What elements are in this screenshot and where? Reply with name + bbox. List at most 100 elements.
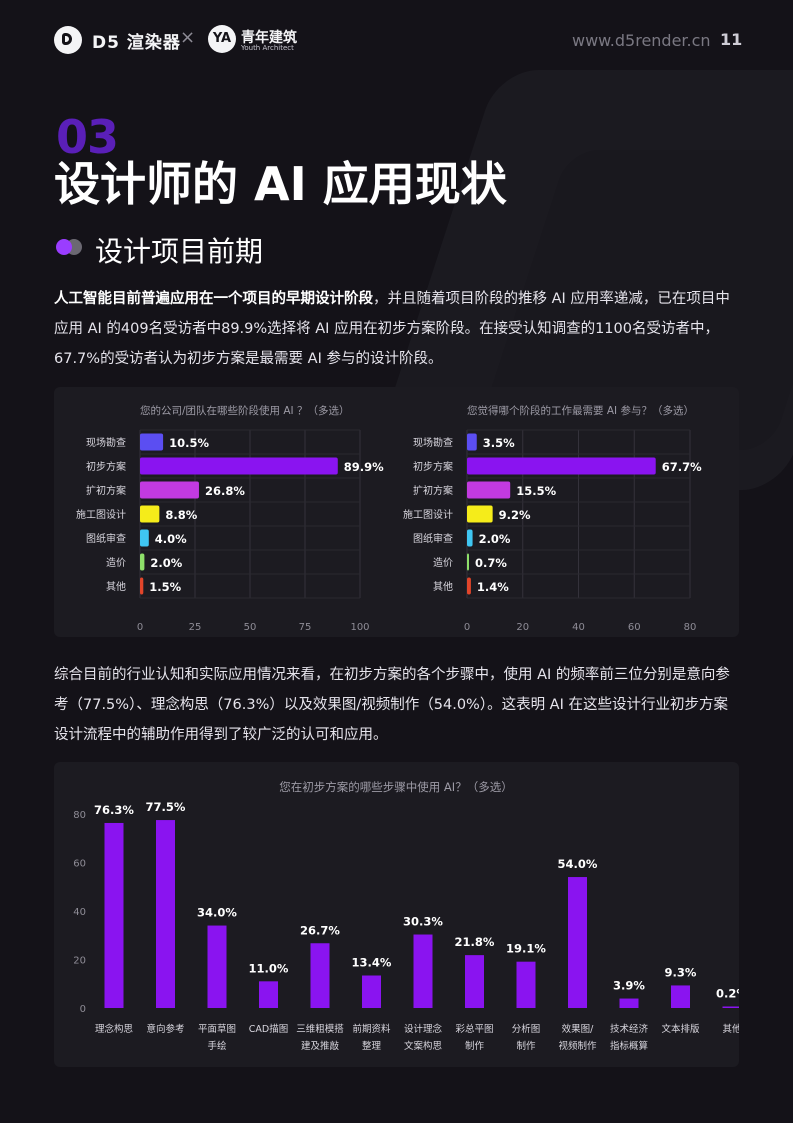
usage-value-label: 8.8% <box>165 508 197 522</box>
usage-chart-title: 您的公司/团队在哪些阶段使用 AI ？（多选） <box>140 404 350 417</box>
usage-category-label: 造价 <box>106 556 126 569</box>
section-bullet-icon <box>56 239 82 255</box>
steps-value-label: 11.0% <box>249 961 289 975</box>
steps-category-label: 三维粗模搭 <box>296 1023 344 1035</box>
need-category-label: 初步方案 <box>413 460 453 473</box>
need-category-label: 扩初方案 <box>413 484 453 497</box>
steps-category-label: 建及推敲 <box>301 1040 340 1052</box>
steps-tick-label: 20 <box>73 956 86 967</box>
usage-bar <box>140 553 145 571</box>
steps-value-label: 9.3% <box>665 965 697 979</box>
intro-text: ，并且随着项目阶段的推移 AI 应用率递减，已在项目中应用 AI 的409名受访… <box>54 291 730 367</box>
need-category-label: 其他 <box>433 580 453 593</box>
usage-tick-label: 0 <box>137 622 143 633</box>
need-bar <box>467 529 473 547</box>
brand-name: D5 渲染器 <box>92 33 181 53</box>
usage-category-label: 施工图设计 <box>76 508 126 521</box>
steps-category-label: 指标概算 <box>610 1040 648 1052</box>
steps-chart-panel: 您在初步方案的哪些步骤中使用 AI？（多选） 0 20 40 60 80 76.3% 理念构思… <box>54 762 748 1067</box>
need-category-label: 现场勘查 <box>413 436 453 449</box>
need-tick-label: 80 <box>684 622 697 633</box>
website-url[interactable]: www.d5render.cn <box>572 31 711 50</box>
steps-category-label: CAD描图 <box>249 1023 288 1035</box>
need-value-label: 9.2% <box>499 508 531 522</box>
stage-charts-panel: 您的公司/团队在哪些阶段使用 AI ？（多选） 0 25 50 75 100 现场勘查 10.… <box>54 387 739 637</box>
usage-bar <box>140 457 338 475</box>
steps-category-label: 文案构思 <box>404 1040 443 1052</box>
steps-bar <box>104 822 124 1008</box>
steps-category-label: 其他 <box>722 1023 739 1035</box>
steps-category-label: 技术经济 <box>610 1023 649 1035</box>
youth-architect-logo-icon: YA <box>208 25 236 53</box>
need-bar <box>467 553 469 571</box>
steps-category-label: 整理 <box>362 1040 382 1052</box>
usage-value-label: 89.9% <box>344 460 384 474</box>
steps-bar <box>413 934 433 1008</box>
steps-category-label: 彩总平图 <box>455 1023 493 1035</box>
times-separator: × <box>180 27 196 48</box>
usage-category-label: 初步方案 <box>86 460 126 473</box>
partner-subtitle: Youth Architect <box>241 44 294 52</box>
steps-value-label: 3.9% <box>613 979 645 993</box>
steps-bar <box>259 981 278 1008</box>
need-category-label: 图纸审查 <box>413 532 453 545</box>
steps-category-label: 意向参考 <box>146 1023 184 1035</box>
need-tick-label: 20 <box>516 622 529 633</box>
steps-category-label: 手绘 <box>207 1040 227 1052</box>
need-bar <box>467 481 511 499</box>
steps-tick-label: 80 <box>73 810 86 821</box>
usage-bar <box>140 529 149 547</box>
steps-value-label: 0.2% <box>716 987 739 1001</box>
need-bar <box>467 505 493 523</box>
usage-tick-label: 50 <box>244 622 257 633</box>
steps-tick-label: 40 <box>73 907 86 918</box>
usage-bar <box>140 505 160 523</box>
need-bar <box>467 433 477 451</box>
steps-value-label: 54.0% <box>558 857 598 871</box>
steps-bar <box>156 820 175 1008</box>
steps-value-label: 76.3% <box>94 803 134 817</box>
need-tick-label: 40 <box>572 622 585 633</box>
partner-name: 青年建筑 <box>241 30 297 46</box>
steps-category-label: 制作 <box>465 1040 485 1052</box>
need-category-label: 施工图设计 <box>403 508 453 521</box>
need-bar <box>467 457 656 475</box>
steps-bar <box>310 943 330 1008</box>
intro-paragraph: 人工智能目前普遍应用在一个项目的早期设计阶段，并且随着项目阶段的推移 AI 应用… <box>54 284 740 374</box>
usage-value-label: 26.8% <box>205 484 245 498</box>
steps-bar <box>568 877 587 1008</box>
usage-value-label: 1.5% <box>149 580 181 594</box>
steps-bar <box>207 925 227 1008</box>
steps-chart-svg: 您在初步方案的哪些步骤中使用 AI？（多选） 0 20 40 60 80 76.3% 理念构思… <box>73 780 748 1052</box>
steps-category-label: 文本排版 <box>661 1023 700 1035</box>
steps-bar <box>619 998 639 1008</box>
steps-category-label: 制作 <box>516 1040 536 1052</box>
steps-bar <box>465 955 484 1008</box>
steps-value-label: 26.7% <box>300 923 340 937</box>
usage-value-label: 2.0% <box>150 556 182 570</box>
need-value-label: 1.4% <box>477 580 509 594</box>
d5-logo-icon <box>54 26 82 54</box>
need-value-label: 2.0% <box>479 532 511 546</box>
usage-tick-label: 100 <box>350 622 369 633</box>
need-chart-title: 您觉得哪个阶段的工作最需要 AI 参与？（多选） <box>467 404 694 417</box>
need-value-label: 3.5% <box>483 436 515 450</box>
need-value-label: 0.7% <box>475 556 507 570</box>
usage-category-label: 其他 <box>106 580 126 593</box>
need-value-label: 67.7% <box>662 460 702 474</box>
usage-bar <box>140 433 164 451</box>
usage-bar <box>140 577 144 595</box>
steps-value-label: 30.3% <box>403 915 443 929</box>
stage-charts-svg: 您的公司/团队在哪些阶段使用 AI ？（多选） 0 25 50 75 100 现场勘查 10.… <box>76 404 702 633</box>
need-bar <box>467 577 471 595</box>
usage-bar <box>140 481 199 499</box>
steps-value-label: 21.8% <box>455 935 495 949</box>
intro-bold-text: 人工智能目前普遍应用在一个项目的早期设计阶段 <box>54 291 373 307</box>
usage-tick-label: 75 <box>299 622 312 633</box>
need-value-label: 15.5% <box>516 484 556 498</box>
steps-value-label: 19.1% <box>506 942 546 956</box>
page-number: 11 <box>720 30 743 49</box>
steps-bar <box>671 985 690 1008</box>
usage-category-label: 图纸审查 <box>86 532 126 545</box>
steps-bar <box>722 1006 742 1008</box>
